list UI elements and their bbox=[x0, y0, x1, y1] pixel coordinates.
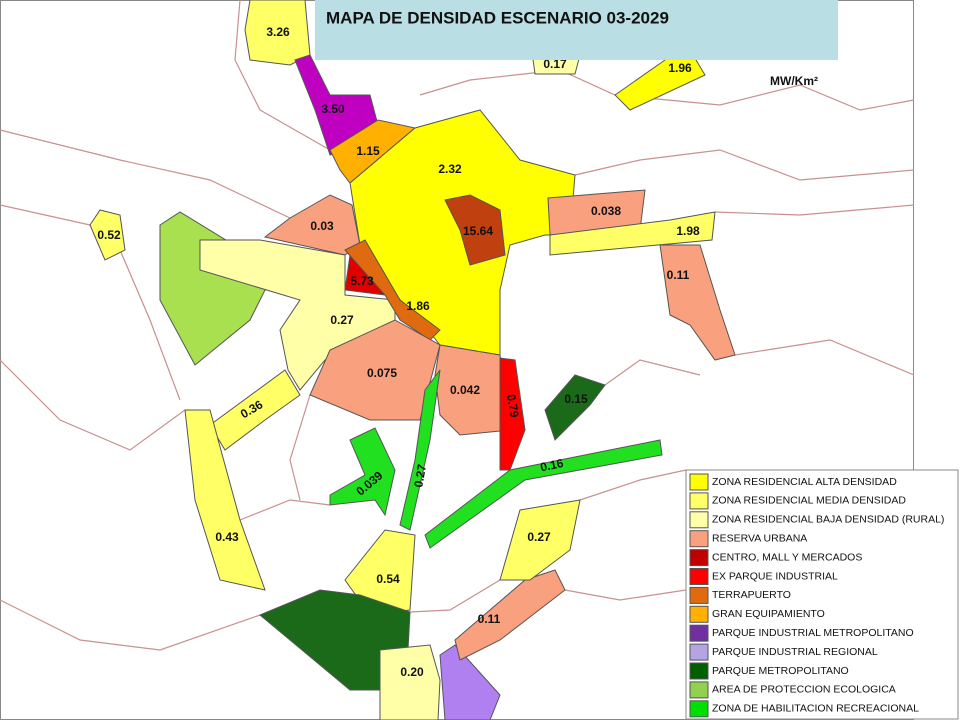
zone-label: 0.075 bbox=[367, 366, 397, 380]
zone-label: 0.15 bbox=[564, 392, 588, 406]
legend-swatch bbox=[689, 568, 709, 585]
zone-label: 2.32 bbox=[438, 162, 462, 176]
zone bbox=[199, 239, 396, 391]
legend-label: CENTRO, MALL Y MERCADOS bbox=[712, 551, 862, 563]
zone-label: 15.64 bbox=[463, 224, 493, 238]
zone bbox=[184, 409, 266, 591]
title-box bbox=[315, 0, 838, 60]
legend-label: PARQUE METROPOLITANO bbox=[712, 665, 849, 677]
zone bbox=[329, 427, 396, 517]
zone-label: 0.52 bbox=[97, 228, 121, 242]
legend-swatch bbox=[689, 605, 709, 623]
legend-label: PARQUE INDUSTRIAL REGIONAL bbox=[712, 646, 878, 658]
zone-label: 0.20 bbox=[400, 665, 424, 679]
zone-label: 0.03 bbox=[310, 219, 334, 233]
zone bbox=[379, 644, 441, 720]
zone-label: 0.54 bbox=[376, 572, 400, 586]
zone-label: 0.79 bbox=[504, 393, 522, 419]
zone-label: 3.26 bbox=[266, 25, 290, 39]
zone bbox=[89, 209, 126, 261]
zone-label: 0.43 bbox=[215, 530, 239, 544]
zone bbox=[659, 244, 736, 361]
legend-swatch bbox=[689, 530, 709, 548]
legend-box bbox=[685, 469, 959, 720]
zone-label: 0.27 bbox=[527, 530, 551, 544]
legend-swatch bbox=[689, 700, 709, 718]
legend-swatch bbox=[689, 643, 709, 661]
legend-swatch bbox=[689, 586, 709, 604]
legend-label: ZONA RESIDENCIAL MEDIA DENSIDAD bbox=[712, 495, 906, 507]
legend-swatch bbox=[689, 681, 709, 699]
legend-label: ZONA RESIDENCIAL BAJA DENSIDAD (RURAL) bbox=[712, 514, 944, 526]
zone-label: 1.15 bbox=[356, 144, 380, 158]
legend-label: AREA DE PROTECCION ECOLOGICA bbox=[712, 684, 896, 696]
legend-swatch bbox=[689, 549, 709, 567]
legend-label: ZONA DE HABILITACION RECREACIONAL bbox=[712, 703, 919, 715]
legend-swatch bbox=[689, 511, 709, 529]
zone-label: 3.50 bbox=[321, 102, 345, 116]
legend-label: ZONA RESIDENCIAL ALTA DENSIDAD bbox=[712, 476, 897, 488]
zone-label: 1.96 bbox=[668, 61, 692, 75]
legend-swatch bbox=[689, 492, 709, 510]
legend: ZONA RESIDENCIAL ALTA DENSIDAD ZONA RESID… bbox=[685, 469, 959, 720]
zone-label: 0.16 bbox=[539, 456, 565, 475]
zone bbox=[439, 644, 501, 720]
zone bbox=[344, 239, 441, 341]
zone bbox=[499, 357, 526, 471]
zone-label: 0.17 bbox=[543, 57, 567, 71]
zone-label: 0.11 bbox=[478, 612, 501, 626]
legend-swatch bbox=[689, 473, 709, 491]
legend-label: PARQUE INDUSTRIAL METROPOLITANO bbox=[712, 627, 914, 639]
unit-label: MW/Km² bbox=[770, 74, 818, 88]
map-title: MAPA DE DENSIDAD ESCENARIO 03-2029 bbox=[326, 8, 669, 27]
zone bbox=[544, 374, 606, 441]
legend-label: TERRAPUERTO bbox=[712, 589, 791, 601]
zone bbox=[424, 439, 663, 549]
zone-label: 5.73 bbox=[350, 274, 374, 288]
zone-label: 0.11 bbox=[667, 268, 690, 282]
zone-label: 0.042 bbox=[450, 383, 480, 397]
zone bbox=[549, 211, 716, 256]
zone bbox=[244, 0, 311, 66]
zone bbox=[399, 369, 441, 531]
legend-swatch bbox=[689, 662, 709, 680]
zone-label: 1.86 bbox=[406, 299, 430, 313]
zone-label: 0.038 bbox=[591, 204, 621, 218]
roads bbox=[0, 0, 915, 651]
legend-label: EX PARQUE INDUSTRIAL bbox=[712, 570, 838, 582]
zone-label: 0.27 bbox=[330, 313, 354, 327]
zone bbox=[434, 344, 511, 436]
zones bbox=[89, 0, 736, 720]
legend-label: GRAN EQUIPAMIENTO bbox=[712, 608, 825, 620]
zone-label: 0.27 bbox=[411, 463, 429, 489]
legend-label: RESERVA URBANA bbox=[712, 532, 807, 544]
legend-swatch bbox=[689, 624, 709, 642]
zone bbox=[444, 194, 506, 266]
zone-labels: 3.26 3.50 1.15 2.32 15.64 0.038 1.98 0.1… bbox=[97, 25, 700, 679]
zone bbox=[499, 499, 581, 581]
zone bbox=[159, 211, 276, 366]
zone-label: 1.98 bbox=[676, 224, 700, 238]
zone bbox=[209, 369, 301, 451]
zone bbox=[259, 589, 411, 691]
